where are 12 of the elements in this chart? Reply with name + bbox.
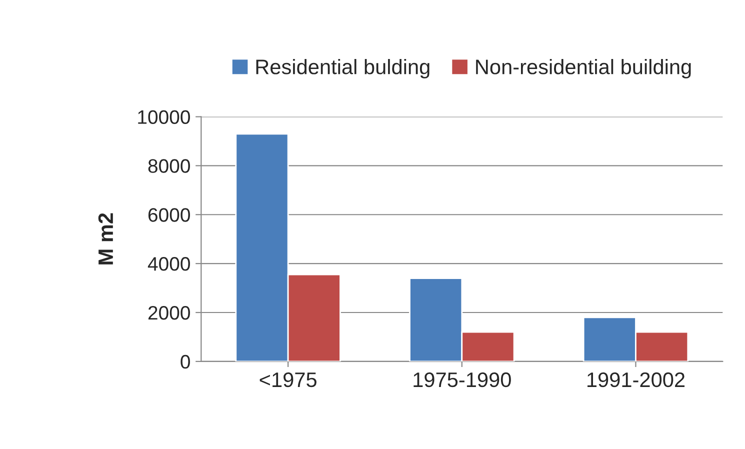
y-axis-title: M m2 — [98, 213, 113, 264]
y-tick-label: 6000 — [148, 208, 190, 222]
y-tick-label: 0 — [180, 354, 190, 369]
x-tick-label: 1991-2002 — [588, 372, 685, 388]
legend-label: Non-residential building — [476, 58, 691, 78]
y-tick-label: 2000 — [148, 306, 190, 320]
x-tick-label: <1975 — [260, 372, 316, 388]
y-tick-label: 10000 — [138, 110, 190, 124]
legend-label: Residential bulding — [256, 58, 430, 78]
y-tick-label: 8000 — [148, 159, 190, 173]
y-tick-label: 4000 — [148, 257, 190, 271]
x-tick-label: 1975-1990 — [414, 372, 511, 388]
